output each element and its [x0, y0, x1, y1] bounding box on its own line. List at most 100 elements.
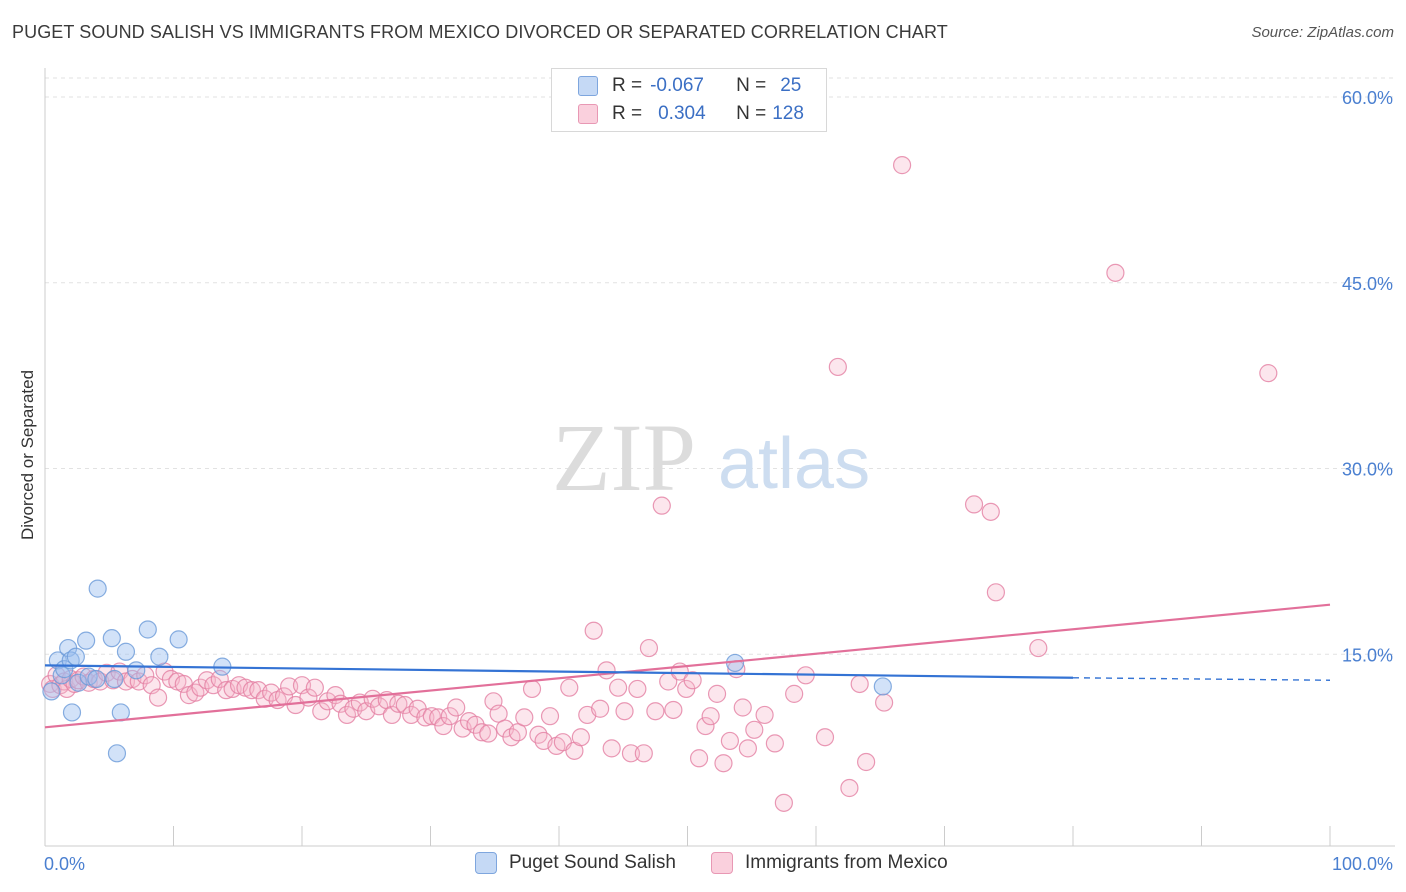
x-tick-label: 100.0%: [1332, 854, 1393, 874]
point-salish: [77, 631, 96, 650]
watermark-atlas: atlas: [718, 424, 870, 504]
legend-r-value: 0.304: [658, 103, 706, 124]
source-label: Source: ZipAtlas.com: [1251, 24, 1394, 41]
point-mexico: [986, 583, 1006, 602]
point-salish: [111, 703, 130, 722]
point-mexico: [560, 678, 579, 697]
watermark-zip: ZIP: [552, 404, 696, 511]
point-salish: [88, 579, 107, 598]
legend-n-label: N =: [736, 103, 767, 124]
point-mexico: [733, 698, 752, 717]
legend-n-value: 25: [780, 75, 802, 96]
point-mexico: [615, 702, 634, 721]
point-mexico: [242, 681, 261, 700]
point-mexico: [305, 678, 324, 697]
legend-r-label: R =: [612, 75, 643, 96]
point-mexico: [382, 705, 402, 725]
point-salish: [150, 647, 169, 666]
point-mexico: [981, 502, 1000, 521]
trend-line-salish: [44, 664, 1074, 679]
point-mexico: [664, 700, 683, 720]
point-mexico: [696, 716, 715, 736]
point-mexico: [466, 715, 485, 734]
y-tick-label: 15.0%: [1342, 645, 1393, 665]
watermark: ZIP atlas: [552, 404, 870, 511]
bottom-legend-mexico: Immigrants from Mexico: [711, 852, 948, 874]
point-mexico: [1106, 263, 1125, 282]
point-salish: [873, 677, 892, 696]
point-salish: [116, 642, 136, 661]
point-salish: [127, 661, 146, 680]
data-points: [41, 156, 1278, 812]
point-salish: [169, 630, 188, 649]
point-mexico: [875, 693, 894, 712]
point-mexico: [815, 728, 835, 747]
bottom-legend-label-salish: Puget Sound Salish: [509, 852, 676, 873]
point-mexico: [540, 707, 560, 726]
point-mexico: [646, 702, 665, 721]
point-mexico: [683, 671, 702, 690]
point-mexico: [639, 638, 659, 658]
point-mexico: [738, 739, 757, 758]
point-mexico: [609, 678, 628, 697]
point-mexico: [652, 496, 671, 515]
x-tick-labels: 0.0% 100.0%: [44, 854, 1393, 874]
bottom-legend-salish: Puget Sound Salish: [475, 852, 676, 874]
legend-row-salish: R = -0.067 N = 25: [552, 72, 801, 100]
legend-swatch-salish: [578, 76, 598, 96]
point-salish: [62, 703, 82, 722]
point-mexico: [416, 708, 435, 727]
correlation-legend: R = -0.067 N = 25 R = 0.304 N = 128: [551, 68, 827, 132]
point-salish: [107, 744, 127, 763]
y-tick-label: 30.0%: [1342, 460, 1393, 480]
point-mexico: [479, 724, 498, 743]
bottom-legend-swatch-salish: [475, 852, 497, 874]
point-salish: [42, 682, 61, 701]
point-mexico: [584, 621, 603, 640]
trend-lines: [44, 603, 1331, 729]
point-mexico: [148, 688, 168, 707]
x-tick-label: 0.0%: [44, 854, 85, 874]
legend-row-mexico: R = 0.304 N = 128: [552, 100, 804, 128]
point-mexico: [186, 683, 205, 702]
point-mexico: [389, 694, 408, 713]
trend-line-mexico: [44, 603, 1331, 729]
point-mexico: [621, 744, 641, 763]
axes: [44, 68, 1395, 847]
point-salish: [102, 629, 121, 648]
point-mexico: [850, 674, 869, 694]
point-mexico: [447, 698, 466, 717]
point-mexico: [280, 677, 299, 696]
point-mexico: [628, 679, 647, 699]
point-mexico: [312, 702, 331, 721]
point-mexico: [857, 752, 876, 772]
point-mexico: [720, 731, 740, 751]
bottom-legend-label-mexico: Immigrants from Mexico: [745, 852, 948, 873]
y-tick-labels: 15.0% 30.0% 45.0% 60.0%: [1342, 88, 1393, 665]
point-mexico: [597, 661, 616, 680]
point-mexico: [522, 679, 542, 699]
point-mexico: [422, 707, 441, 726]
legend-swatch-mexico: [578, 104, 598, 124]
point-mexico: [591, 699, 610, 718]
legend-n-label: N =: [736, 75, 767, 96]
point-salish: [87, 669, 106, 689]
point-mexico: [755, 705, 774, 725]
point-mexico: [602, 739, 621, 758]
gridlines: [45, 77, 1395, 655]
point-mexico: [701, 707, 720, 726]
y-tick-label: 45.0%: [1342, 274, 1393, 294]
point-mexico: [745, 720, 764, 739]
point-salish: [69, 673, 88, 692]
trend-line-salish-extrapolated: [1072, 677, 1331, 681]
point-mexico: [515, 708, 534, 727]
point-mexico: [472, 723, 491, 742]
point-salish: [105, 669, 124, 689]
point-mexico: [840, 778, 859, 798]
point-mexico: [785, 684, 804, 703]
point-mexico: [964, 495, 984, 514]
point-mexico: [429, 708, 448, 727]
chart-title: PUGET SOUND SALISH VS IMMIGRANTS FROM ME…: [12, 22, 948, 42]
point-mexico: [828, 357, 847, 377]
